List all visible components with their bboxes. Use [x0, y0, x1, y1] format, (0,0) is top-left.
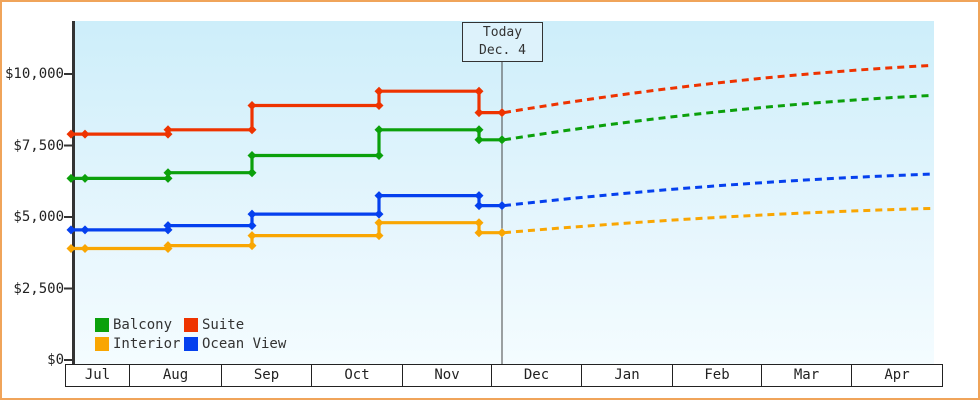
data-point-ocean-view	[163, 221, 173, 231]
data-point-suite	[163, 125, 173, 135]
today-annotation-box: Today Dec. 4	[462, 22, 543, 62]
data-point-balcony	[474, 135, 484, 145]
data-point-ocean-view	[247, 221, 257, 231]
suite-swatch-icon	[184, 318, 198, 332]
data-point-balcony	[247, 168, 257, 178]
data-point-suite	[66, 129, 76, 139]
data-point-balcony	[163, 173, 173, 183]
interior-swatch-icon	[95, 337, 109, 351]
legend-item-interior: Interior	[95, 336, 180, 352]
y-tick-label: $0	[47, 352, 64, 368]
data-point-suite	[474, 86, 484, 96]
legend-item-suite: Suite	[184, 317, 244, 333]
data-point-interior	[247, 231, 257, 241]
data-point-balcony	[374, 125, 384, 135]
data-point-suite	[247, 125, 257, 135]
y-tick-label: $5,000	[13, 209, 64, 225]
legend-label: Balcony	[113, 317, 173, 333]
month-cell-mar: Mar	[762, 365, 852, 386]
data-point-interior	[374, 231, 384, 241]
today-label: Today	[482, 25, 523, 40]
data-point-ocean-view	[374, 209, 384, 219]
y-tick-label: $7,500	[13, 137, 64, 154]
data-point-balcony	[80, 173, 90, 183]
today-date: Dec. 4	[479, 43, 526, 58]
legend-label: Ocean View	[202, 336, 287, 352]
data-point-balcony	[497, 135, 507, 145]
projection-line-suite	[503, 63, 933, 115]
data-point-balcony	[163, 168, 173, 178]
y-axis-ticks	[64, 73, 73, 361]
data-point-interior	[247, 241, 257, 251]
month-cell-sep: Sep	[222, 365, 312, 386]
data-point-interior	[374, 218, 384, 228]
data-point-interior	[163, 241, 173, 251]
ocean-view-swatch-icon	[184, 337, 198, 351]
month-axis: Jul Aug Sep Oct Nov Dec Jan Feb Mar Apr	[65, 364, 943, 387]
month-cell-dec: Dec	[492, 365, 582, 386]
data-point-interior	[80, 244, 90, 253]
data-point-balcony	[374, 151, 384, 160]
data-point-suite	[474, 108, 484, 118]
data-point-ocean-view	[80, 225, 90, 235]
legend-label: Suite	[202, 317, 245, 333]
legend-item-ocean-view: Ocean View	[184, 336, 286, 352]
data-point-balcony	[474, 125, 484, 135]
data-point-balcony	[66, 173, 76, 183]
y-tick-label: $10,000	[4, 66, 64, 82]
data-point-suite	[247, 101, 257, 110]
data-point-ocean-view	[66, 225, 76, 235]
balcony-swatch-icon	[95, 318, 109, 332]
data-point-ocean-view	[474, 201, 484, 211]
data-point-ocean-view	[374, 191, 384, 201]
data-point-interior	[474, 228, 484, 238]
month-cell-apr: Apr	[852, 365, 943, 386]
legend-label: Interior	[113, 336, 181, 352]
data-point-ocean-view	[247, 209, 257, 219]
plot-background	[75, 21, 934, 364]
month-cell-nov: Nov	[403, 365, 492, 386]
projection-line-balcony	[503, 93, 933, 142]
y-tick-label: $2,500	[13, 280, 64, 297]
month-cell-jan: Jan	[582, 365, 673, 386]
data-point-suite	[497, 108, 507, 118]
data-point-suite	[374, 86, 384, 96]
month-cell-feb: Feb	[673, 365, 762, 386]
data-point-interior	[474, 218, 484, 228]
legend-item-balcony: Balcony	[95, 317, 172, 333]
month-cell-oct: Oct	[312, 365, 403, 386]
data-point-interior	[66, 244, 76, 253]
month-cell-jul: Jul	[65, 365, 130, 386]
data-point-suite	[80, 129, 90, 139]
data-point-balcony	[247, 151, 257, 160]
data-point-ocean-view	[497, 201, 507, 211]
month-cell-aug: Aug	[130, 365, 222, 386]
series-lines	[66, 63, 933, 253]
data-point-suite	[374, 101, 384, 110]
data-point-ocean-view	[474, 191, 484, 201]
data-point-interior	[497, 228, 507, 238]
